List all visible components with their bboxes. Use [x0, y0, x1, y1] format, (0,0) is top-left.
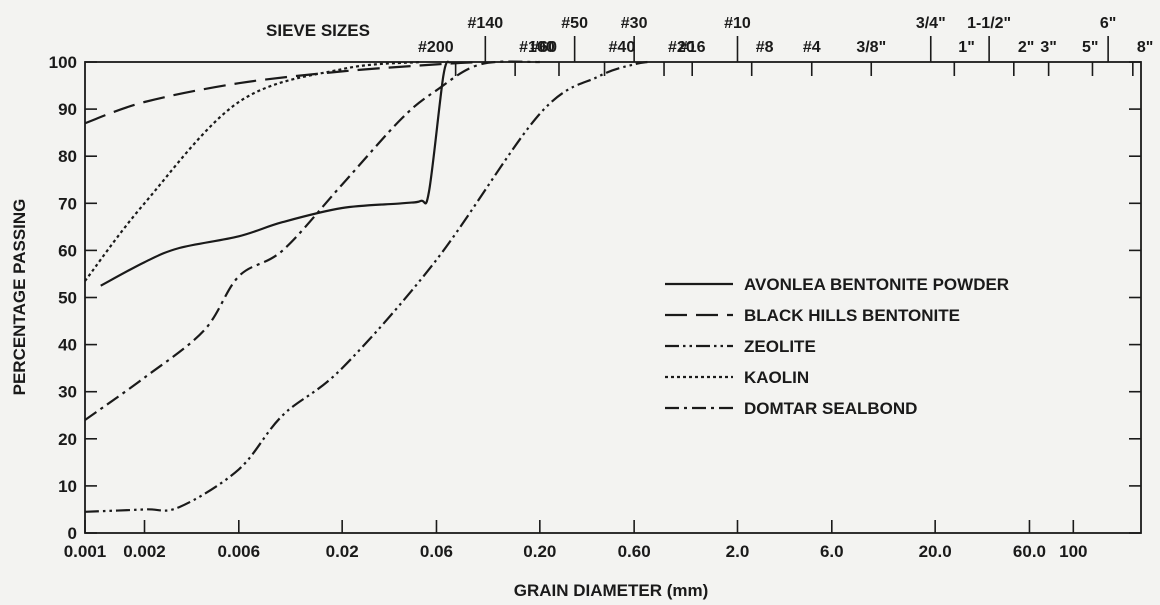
y-tick-label: 30 — [58, 383, 77, 402]
sieve-label: 3/4" — [916, 15, 946, 32]
x-tick-label: 0.20 — [523, 542, 556, 561]
y-tick-label: 90 — [58, 100, 77, 119]
y-tick-label: 80 — [58, 147, 77, 166]
sieve-label: #20 — [668, 39, 695, 56]
sieve-label: #200 — [418, 39, 454, 56]
x-tick-label: 0.60 — [618, 542, 651, 561]
y-axis-title: PERCENTAGE PASSING — [10, 199, 29, 396]
x-tick-label: 100 — [1059, 542, 1087, 561]
y-tick-label: 20 — [58, 430, 77, 449]
x-tick-label: 0.02 — [326, 542, 359, 561]
sieve-label: 1" — [958, 39, 974, 56]
y-tick-label: 40 — [58, 336, 77, 355]
sieve-label: 8" — [1137, 39, 1153, 56]
legend-label: DOMTAR SEALBOND — [744, 399, 917, 418]
y-tick-label: 10 — [58, 477, 77, 496]
y-tick-label: 60 — [58, 241, 77, 260]
sieve-label: #8 — [756, 39, 774, 56]
sieve-label: #60 — [530, 39, 557, 56]
sieve-label: 3" — [1040, 39, 1056, 56]
legend: AVONLEA BENTONITE POWDER BLACK HILLS BENT… — [665, 275, 1009, 418]
plot-frame — [84, 61, 1142, 534]
axis-ticks: 0 10 20 30 40 50 60 70 80 90 100 0.001 0.002 0.006 0.0… — [49, 15, 1154, 561]
legend-label: ZEOLITE — [744, 337, 816, 356]
series-lines — [84, 60, 648, 513]
x-tick-label: 20.0 — [919, 542, 952, 561]
x-tick-label: 0.006 — [218, 542, 261, 561]
y-tick-label: 50 — [58, 289, 77, 308]
sieve-label: #100 — [519, 39, 555, 56]
x-tick-label: 60.0 — [1013, 542, 1046, 561]
sieve-label: #10 — [724, 15, 751, 32]
legend-label: AVONLEA BENTONITE POWDER — [744, 275, 1009, 294]
y-tick-label: 100 — [49, 53, 77, 72]
sieve-label: 2" — [1018, 39, 1034, 56]
x-tick-label: 0.002 — [123, 542, 166, 561]
sieve-label: #30 — [621, 15, 648, 32]
y-tick-label: 0 — [68, 524, 77, 543]
y-tick-label: 70 — [58, 194, 77, 213]
series-line-avonlea-bentonite-powder — [100, 60, 451, 287]
x-tick-label: 0.001 — [64, 542, 107, 561]
sieve-label: 1-1/2" — [967, 15, 1011, 32]
top-axis-title: SIEVE SIZES — [266, 21, 370, 40]
x-axis-title: GRAIN DIAMETER (mm) — [514, 581, 709, 600]
series-line-domtar-sealbond — [84, 60, 540, 421]
axes — [84, 61, 1142, 534]
x-tick-label: 2.0 — [726, 542, 750, 561]
sieve-label: 6" — [1100, 15, 1116, 32]
sieve-label: #40 — [609, 39, 636, 56]
series-line-zeolite — [84, 60, 648, 513]
x-tick-label: 6.0 — [820, 542, 844, 561]
sieve-label: #4 — [803, 39, 821, 56]
sieve-label: 3/8" — [856, 39, 886, 56]
series-line-black-hills-bentonite — [84, 60, 481, 125]
sieve-label: 5" — [1082, 39, 1098, 56]
legend-label: KAOLIN — [744, 368, 809, 387]
sieve-label: #50 — [561, 15, 588, 32]
x-tick-label: 0.06 — [420, 542, 453, 561]
sieve-label: #140 — [468, 15, 504, 32]
series-line-kaolin — [84, 60, 421, 282]
sieve-label: #16 — [679, 39, 706, 56]
legend-label: BLACK HILLS BENTONITE — [744, 306, 960, 325]
